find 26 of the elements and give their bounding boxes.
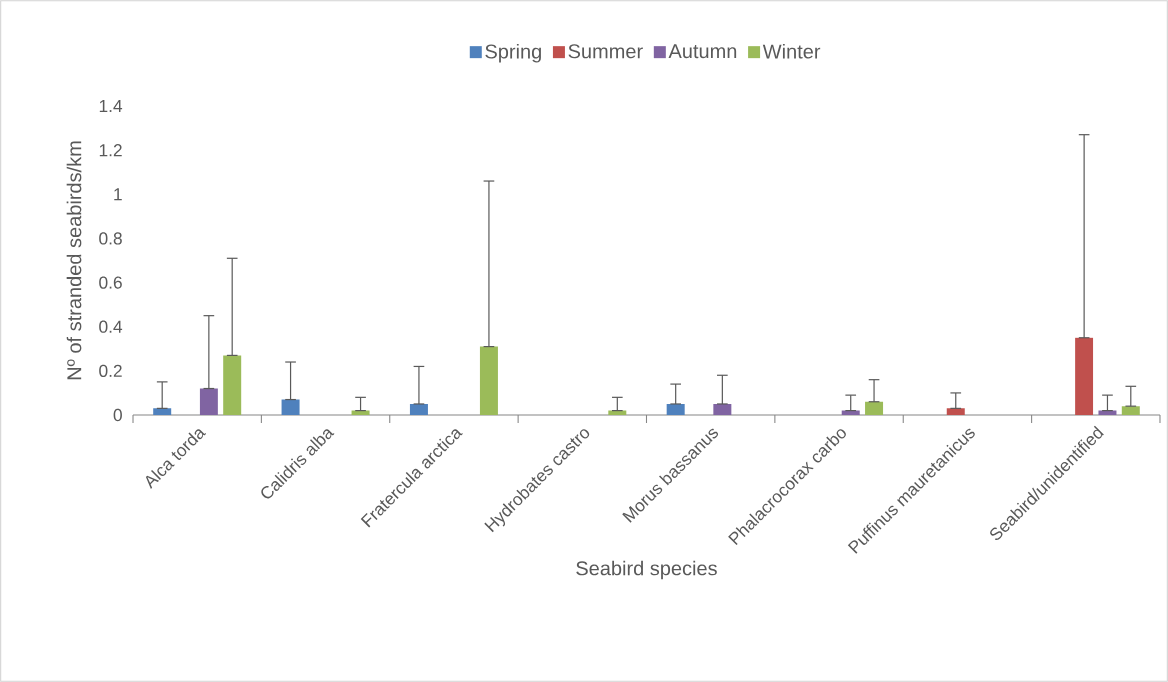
- y-axis-title: Nº of stranded seabirds/km: [66, 141, 82, 380]
- bar: [666, 403, 685, 415]
- x-axis-title: Seabird species: [576, 560, 717, 580]
- y-tick-label: 1: [114, 188, 122, 201]
- bar: [479, 346, 498, 415]
- bar: [153, 408, 172, 415]
- bar: [223, 355, 242, 415]
- bar: [1075, 337, 1094, 415]
- y-tick-label: 0.2: [99, 364, 122, 377]
- bar: [946, 408, 965, 415]
- y-tick-label: 0.4: [99, 320, 123, 333]
- legend-label: Summer: [568, 44, 643, 59]
- y-tick-label: 0.8: [99, 232, 122, 245]
- legend-label: Spring: [485, 43, 541, 63]
- y-tick-label: 1.2: [99, 144, 122, 157]
- bar: [281, 399, 300, 415]
- y-tick-label: 0.6: [99, 276, 122, 289]
- y-tick-label: 1.4: [99, 100, 123, 112]
- legend-label: Autumn: [668, 44, 737, 59]
- y-tick-label: 0: [113, 408, 122, 422]
- bar: [865, 401, 884, 415]
- bar: [1121, 406, 1140, 415]
- bar: [199, 388, 218, 415]
- bar: [713, 403, 732, 415]
- bar: [409, 403, 428, 415]
- legend-label: Winter: [762, 43, 821, 59]
